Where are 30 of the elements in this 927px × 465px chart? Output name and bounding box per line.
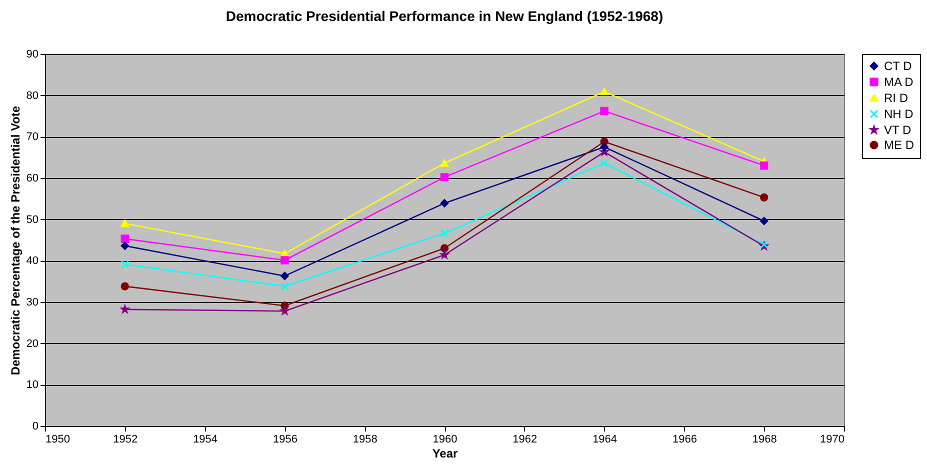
x-tick-label: 1958 [352, 434, 378, 446]
y-tick-label: 50 [26, 214, 38, 226]
y-tick-label: 80 [26, 90, 38, 102]
y-tick-label: 70 [26, 131, 38, 144]
x-tick-label: 1950 [46, 434, 70, 446]
legend-label: RI D [884, 91, 908, 105]
y-tick-label: 20 [26, 338, 38, 350]
x-axis-title: Year [432, 446, 458, 460]
legend-label: CT D [884, 59, 912, 73]
legend-label: MA D [884, 75, 914, 89]
x-tick-label: 1970 [820, 434, 844, 446]
x-tick-label: 1960 [432, 434, 458, 446]
y-tick-label: 40 [26, 255, 38, 268]
chart-title: Democratic Presidential Performance in New England (1952-1968) [226, 8, 664, 24]
legend-label: NH D [884, 107, 914, 121]
legend-label: ME D [884, 138, 914, 152]
y-tick-label: 0 [32, 420, 38, 432]
y-tick-label: 30 [26, 296, 38, 308]
y-tick-label: 90 [26, 48, 38, 60]
x-tick-label: 1966 [672, 434, 697, 446]
x-tick-label: 1954 [193, 434, 218, 446]
x-tick-label: 1968 [752, 434, 777, 446]
x-tick-label: 1956 [272, 434, 298, 446]
x-tick-label: 1952 [113, 434, 138, 446]
legend-label: VT D [884, 123, 912, 137]
y-tick-label: 10 [26, 379, 38, 392]
x-tick-label: 1964 [592, 434, 618, 446]
x-tick-label: 1962 [512, 434, 538, 446]
y-tick-label: 60 [26, 172, 38, 184]
y-axis-title: Democratic Percentage of the Presidential Vote [8, 106, 22, 376]
